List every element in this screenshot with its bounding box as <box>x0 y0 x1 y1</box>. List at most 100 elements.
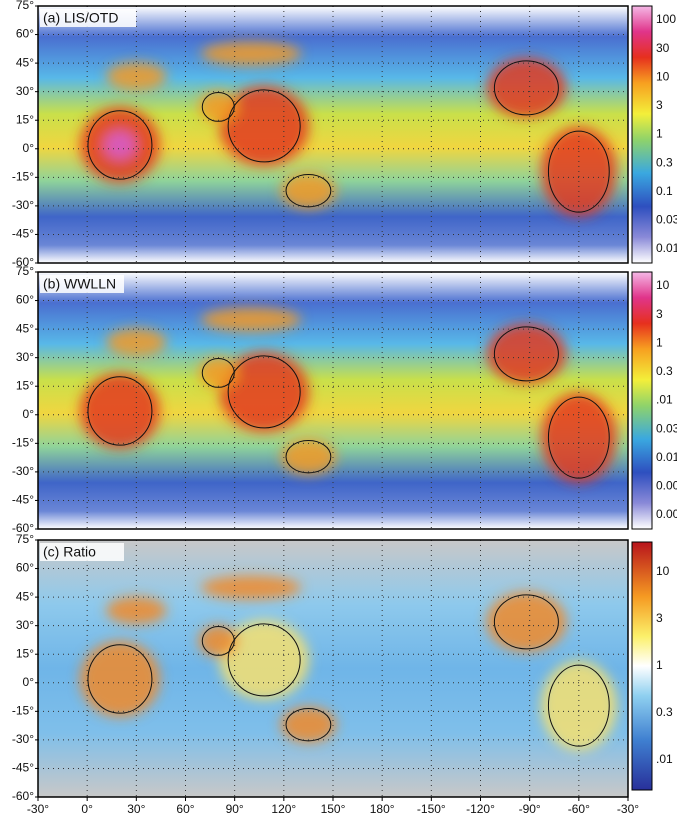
panel-label: (b) WWLLN <box>43 276 116 292</box>
map-frame <box>37 271 629 530</box>
colorbar-label: 0.01 <box>656 241 677 255</box>
lat-label: 0° <box>23 407 35 421</box>
lon-label: -30° <box>27 802 49 816</box>
lightning-region <box>79 372 160 449</box>
colorbar-label: 0.01 <box>656 450 677 464</box>
label-box <box>40 9 136 27</box>
lat-label: -45° <box>12 761 34 775</box>
lat-label: 60° <box>16 27 34 41</box>
lat-label: 0° <box>23 675 35 689</box>
lightning-region <box>201 575 302 600</box>
colorbar-label: 0.3 <box>656 364 673 378</box>
lon-label: 90° <box>226 802 244 816</box>
coastline <box>493 326 559 382</box>
lon-label: -150° <box>417 802 446 816</box>
lon-label: -120° <box>466 802 495 816</box>
lat-label: -60° <box>12 255 34 269</box>
panel-label: (a) LIS/OTD <box>43 10 118 26</box>
lightning-region <box>201 41 302 66</box>
lightning-region <box>79 640 160 717</box>
colorbar <box>631 271 653 530</box>
lon-label: -30° <box>617 802 639 816</box>
lat-label: -15° <box>12 436 34 450</box>
lon-label: 0° <box>81 802 93 816</box>
colorbar-label: 0.001 <box>656 507 677 521</box>
lightning-region <box>219 85 310 166</box>
coastline <box>285 707 332 742</box>
lat-label: -15° <box>12 170 34 184</box>
colorbar-label: 0.003 <box>656 479 677 493</box>
lat-label: 45° <box>16 589 34 603</box>
lon-label: 60° <box>176 802 194 816</box>
colorbar-label: 1 <box>656 127 663 141</box>
coastline <box>227 355 301 429</box>
lightning-region <box>198 356 239 389</box>
lat-label: 30° <box>16 350 34 364</box>
colorbar-label: 10 <box>656 278 670 292</box>
colorbar-label: 0.1 <box>656 184 673 198</box>
lightning-region <box>201 307 302 332</box>
coastline <box>285 439 332 474</box>
lat-label: -45° <box>12 227 34 241</box>
lat-label: 45° <box>16 55 34 69</box>
land-field <box>79 41 617 217</box>
lightning-region <box>486 323 567 384</box>
colorbar-label: .01 <box>656 393 673 407</box>
map-body <box>38 540 628 797</box>
map-body <box>38 6 628 263</box>
lat-label: -60° <box>12 789 34 803</box>
lightning-region <box>486 57 567 118</box>
lat-label: 60° <box>16 561 34 575</box>
coastline <box>493 60 559 116</box>
lightning-region <box>280 172 337 209</box>
lightning-region <box>219 351 310 432</box>
colorbar-label: 0.03 <box>656 421 677 435</box>
coastline <box>285 173 332 208</box>
lat-label: -15° <box>12 704 34 718</box>
map-body <box>38 272 628 529</box>
colorbar-label: 100 <box>656 12 676 26</box>
lat-label: 30° <box>16 618 34 632</box>
lon-label: 120° <box>271 802 296 816</box>
lat-label: 15° <box>16 112 34 126</box>
colorbar-label: 0.3 <box>656 705 673 719</box>
panel-label: (c) Ratio <box>43 544 96 560</box>
lightning-region <box>219 619 310 700</box>
lightning-region <box>280 438 337 475</box>
lon-label: -90° <box>519 802 541 816</box>
lat-label: 60° <box>16 293 34 307</box>
lat-label: -45° <box>12 493 34 507</box>
colorbar-label: 3 <box>656 611 663 625</box>
coastline <box>87 644 153 714</box>
lat-label: -30° <box>12 732 34 746</box>
colorbar-label: 10 <box>656 69 670 83</box>
colorbar-label: .01 <box>656 752 673 766</box>
colorbar-label: 1 <box>656 658 663 672</box>
colorbar-label: 10 <box>656 564 670 578</box>
coastline <box>87 376 153 446</box>
label-box <box>40 543 124 561</box>
lon-label: 30° <box>127 802 145 816</box>
lat-label: 75° <box>16 0 34 12</box>
map-frame <box>37 5 629 264</box>
map-panel: (b) WWLLN 75° 60° 45° 30° 15° 0° -15° -30° -45° -6… <box>12 264 677 535</box>
colorbar-label: 1 <box>656 335 663 349</box>
lat-label: 45° <box>16 321 34 335</box>
colorbar-label: 3 <box>656 307 663 321</box>
lightning-region <box>280 706 337 743</box>
lat-label: -30° <box>12 464 34 478</box>
coastline <box>227 89 301 163</box>
lon-label: 150° <box>321 802 346 816</box>
colorbar <box>631 5 653 264</box>
colorbar-label: 3 <box>656 98 663 112</box>
lat-label: 15° <box>16 646 34 660</box>
colorbar <box>631 541 653 791</box>
colorbar-label: 30 <box>656 41 670 55</box>
label-box <box>40 275 124 293</box>
lon-label: 180° <box>370 802 395 816</box>
coastline <box>493 594 559 650</box>
lat-label: 15° <box>16 378 34 392</box>
lat-label: -60° <box>12 521 34 535</box>
lat-label: 0° <box>23 141 35 155</box>
